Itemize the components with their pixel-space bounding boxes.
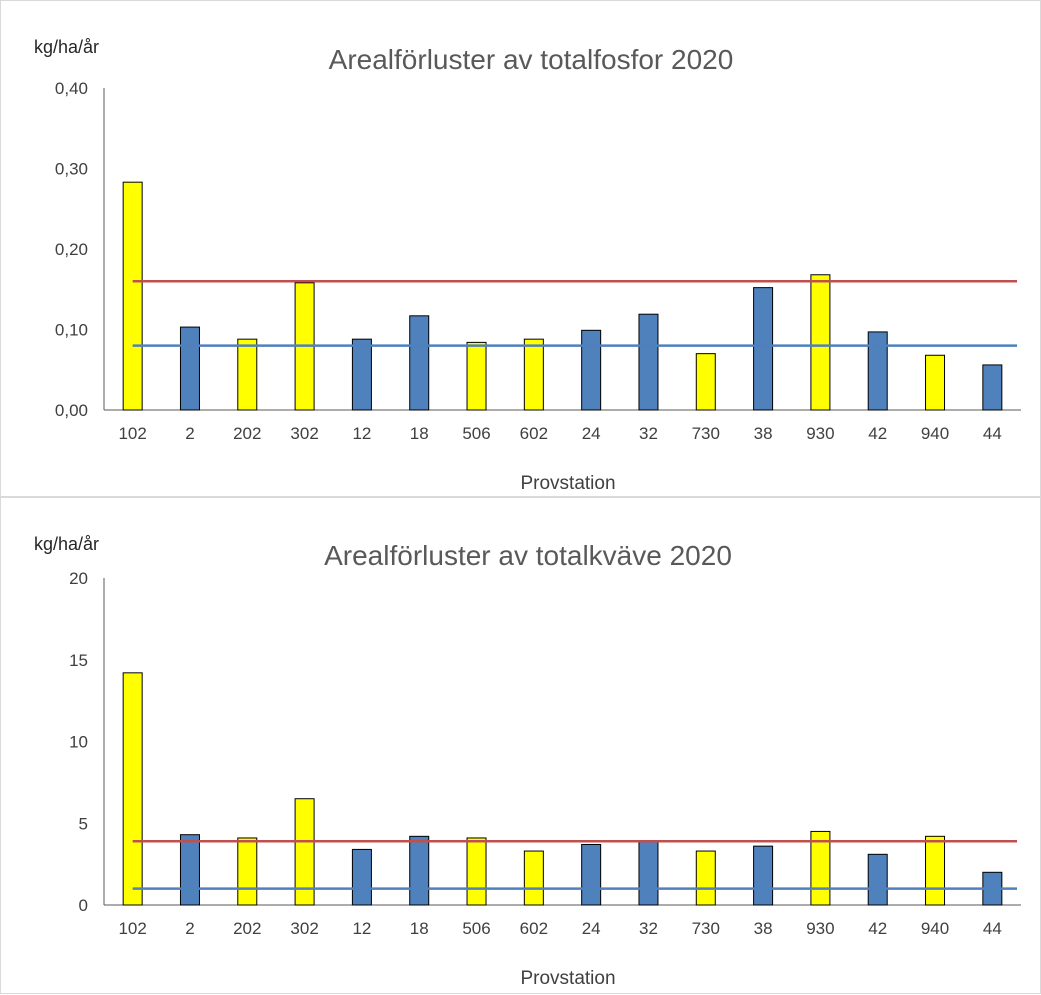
bar-930 — [810, 830, 831, 906]
bar-38 — [753, 845, 774, 906]
x-tick-label: 44 — [983, 424, 1002, 443]
bar-940 — [925, 354, 946, 411]
chart-title: Arealförluster av totalkväve 2020 — [324, 540, 732, 571]
x-tick-label: 42 — [868, 919, 887, 938]
x-tick-label: 930 — [806, 919, 834, 938]
x-tick-label: 38 — [754, 424, 773, 443]
bar-42 — [867, 331, 888, 411]
y-tick-label: 5 — [79, 814, 88, 833]
x-tick-label: 940 — [921, 919, 949, 938]
x-tick-label: 102 — [118, 424, 146, 443]
x-tick-label: 44 — [983, 919, 1002, 938]
bar-202 — [237, 338, 258, 411]
bar-24 — [581, 844, 602, 906]
bar-38 — [753, 287, 774, 411]
x-tick-label: 2 — [185, 424, 194, 443]
x-tick-label: 18 — [410, 919, 429, 938]
y-tick-label: 0,20 — [55, 240, 88, 259]
x-tick-label: 506 — [462, 919, 490, 938]
x-tick-label: 24 — [582, 424, 601, 443]
bar-202 — [237, 837, 258, 906]
x-tick-label: 12 — [352, 919, 371, 938]
bar-32 — [638, 840, 659, 906]
y-tick-label: 10 — [69, 733, 88, 752]
bar-24 — [581, 329, 602, 411]
x-tick-label: 602 — [520, 424, 548, 443]
x-tick-label: 730 — [692, 919, 720, 938]
y-tick-label: 0 — [79, 896, 88, 915]
y-tick-label: 0,00 — [55, 401, 88, 420]
bar-506 — [466, 341, 487, 411]
phosphorus-chart-panel: kg/ha/år Arealförluster av totalfosfor 2… — [0, 0, 1041, 497]
bar-930 — [810, 274, 831, 411]
bar-602 — [523, 338, 544, 411]
x-tick-label: 2 — [185, 919, 194, 938]
nitrogen-chart: kg/ha/år Arealförluster av totalkväve 20… — [34, 534, 1021, 989]
x-tick-label: 302 — [290, 424, 318, 443]
x-tick-label: 202 — [233, 919, 261, 938]
bar-18 — [409, 315, 430, 411]
x-axis-title: Provstation — [520, 473, 615, 494]
y-unit-label: kg/ha/år — [34, 37, 99, 57]
bar-730 — [695, 850, 716, 906]
bar-2 — [179, 326, 200, 411]
y-unit-label: kg/ha/år — [34, 534, 99, 554]
x-tick-label: 32 — [639, 919, 658, 938]
bar-32 — [638, 313, 659, 411]
x-tick-label: 32 — [639, 424, 658, 443]
y-tick-label: 0,10 — [55, 321, 88, 340]
bar-602 — [523, 850, 544, 906]
y-tick-label: 20 — [69, 569, 88, 588]
x-tick-label: 38 — [754, 919, 773, 938]
bar-2 — [179, 834, 200, 906]
bar-102 — [122, 181, 143, 411]
bar-42 — [867, 853, 888, 906]
x-tick-label: 24 — [582, 919, 601, 938]
bar-506 — [466, 837, 487, 906]
bar-102 — [122, 672, 143, 906]
bar-12 — [351, 338, 372, 411]
x-tick-label: 940 — [921, 424, 949, 443]
x-tick-label: 42 — [868, 424, 887, 443]
x-tick-label: 930 — [806, 424, 834, 443]
x-tick-label: 506 — [462, 424, 490, 443]
phosphorus-chart: kg/ha/år Arealförluster av totalfosfor 2… — [34, 37, 1021, 494]
x-tick-label: 730 — [692, 424, 720, 443]
y-tick-label: 0,40 — [55, 79, 88, 98]
y-tick-label: 0,30 — [55, 160, 88, 179]
bar-730 — [695, 353, 716, 411]
chart-title: Arealförluster av totalfosfor 2020 — [329, 44, 734, 75]
bar-940 — [925, 835, 946, 906]
nitrogen-chart-panel: kg/ha/år Arealförluster av totalkväve 20… — [0, 497, 1041, 994]
x-tick-label: 102 — [118, 919, 146, 938]
bar-12 — [351, 848, 372, 906]
x-tick-label: 302 — [290, 919, 318, 938]
bar-18 — [409, 835, 430, 906]
bar-302 — [294, 798, 315, 906]
y-tick-label: 15 — [69, 651, 88, 670]
bar-44 — [982, 364, 1003, 411]
x-tick-label: 602 — [520, 919, 548, 938]
x-axis-title: Provstation — [520, 968, 615, 989]
x-tick-label: 12 — [352, 424, 371, 443]
x-tick-label: 18 — [410, 424, 429, 443]
x-tick-label: 202 — [233, 424, 261, 443]
